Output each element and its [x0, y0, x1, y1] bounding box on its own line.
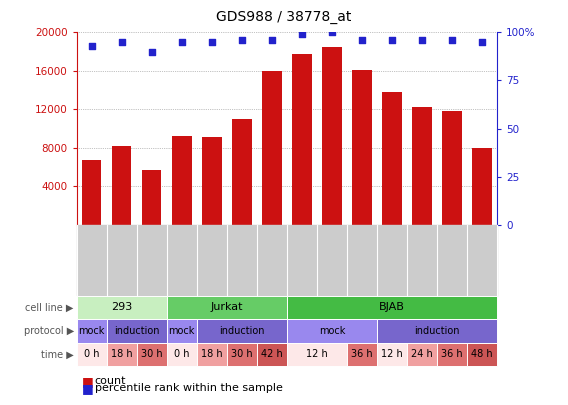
Point [327, 29, 336, 36]
Text: BJAB: BJAB [379, 303, 405, 312]
Bar [382, 92, 402, 225]
Point [117, 39, 126, 45]
Point [478, 39, 487, 45]
Text: Jurkat: Jurkat [211, 303, 243, 312]
Bar [352, 70, 371, 225]
Text: 0 h: 0 h [84, 350, 99, 359]
Point [177, 39, 186, 45]
Text: 42 h: 42 h [261, 350, 283, 359]
Text: 30 h: 30 h [141, 350, 162, 359]
Bar [292, 53, 312, 225]
Text: 18 h: 18 h [111, 350, 132, 359]
Text: 24 h: 24 h [411, 350, 433, 359]
Text: 18 h: 18 h [201, 350, 223, 359]
Bar [82, 160, 102, 225]
Text: mock: mock [169, 326, 195, 336]
Point [448, 37, 457, 43]
Point [237, 37, 247, 43]
Text: ■: ■ [82, 382, 94, 395]
Bar [202, 137, 222, 225]
Bar [472, 148, 492, 225]
Point [147, 49, 156, 55]
Point [87, 43, 96, 49]
Bar [442, 111, 462, 225]
Text: 48 h: 48 h [471, 350, 493, 359]
Text: protocol ▶: protocol ▶ [24, 326, 74, 336]
Text: GDS988 / 38778_at: GDS988 / 38778_at [216, 10, 352, 24]
Text: 36 h: 36 h [441, 350, 463, 359]
Bar [142, 170, 161, 225]
Bar [412, 107, 432, 225]
Text: induction: induction [219, 326, 265, 336]
Text: 12 h: 12 h [306, 350, 328, 359]
Text: ■: ■ [82, 375, 94, 388]
Text: mock: mock [78, 326, 105, 336]
Point [207, 39, 216, 45]
Text: cell line ▶: cell line ▶ [26, 303, 74, 312]
Point [357, 37, 366, 43]
Text: time ▶: time ▶ [41, 350, 74, 359]
Text: induction: induction [114, 326, 160, 336]
Bar [172, 136, 191, 225]
Bar [322, 47, 341, 225]
Text: 30 h: 30 h [231, 350, 253, 359]
Point [387, 37, 396, 43]
Bar [112, 146, 131, 225]
Bar [232, 119, 252, 225]
Point [268, 37, 277, 43]
Text: mock: mock [319, 326, 345, 336]
Point [417, 37, 427, 43]
Text: induction: induction [414, 326, 460, 336]
Text: percentile rank within the sample: percentile rank within the sample [95, 384, 283, 393]
Text: 36 h: 36 h [351, 350, 373, 359]
Text: 12 h: 12 h [381, 350, 403, 359]
Text: count: count [95, 376, 126, 386]
Text: 293: 293 [111, 303, 132, 312]
Point [297, 31, 306, 38]
Text: 0 h: 0 h [174, 350, 190, 359]
Bar [262, 71, 282, 225]
